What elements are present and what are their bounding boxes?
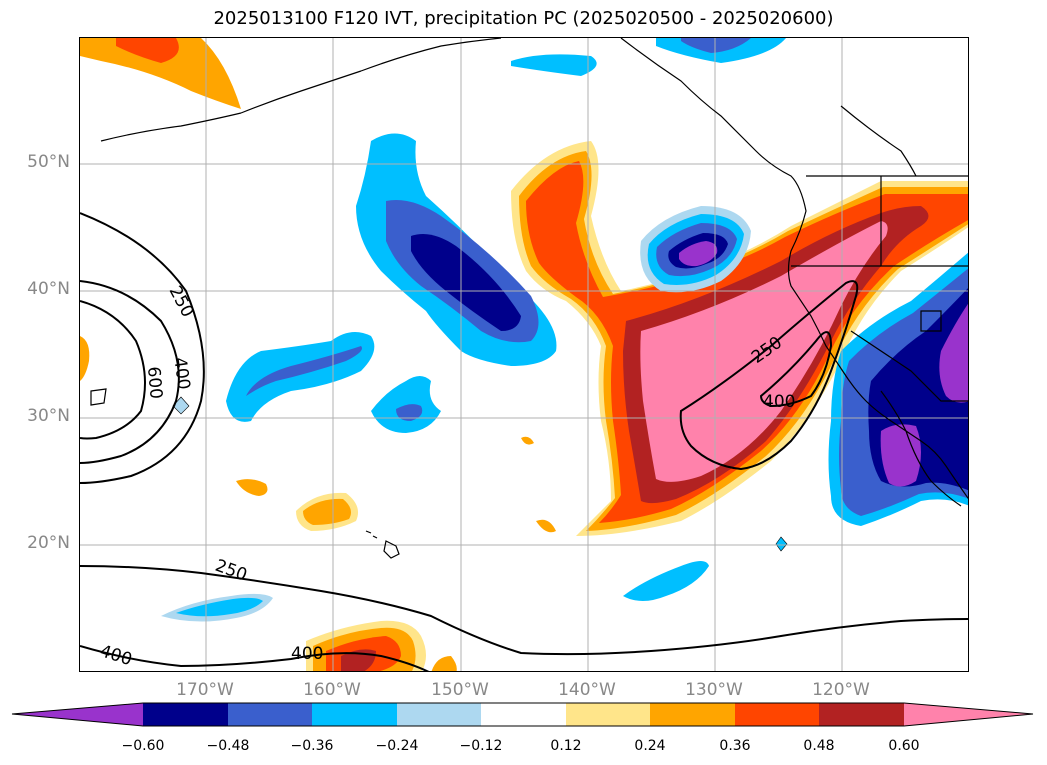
fill-small-orange-2 [236,479,268,496]
aleutian-islands [100,112,242,142]
coastlines [90,38,968,559]
colorbar-tick-9: 0.48 [803,738,835,754]
state-box [920,310,942,332]
fill-east-purple-2 [939,303,968,403]
contour-label-400-south-left: 400 [97,641,134,670]
colorbar-extend-max [904,703,1033,726]
colorbar-tick-2: −0.48 [206,738,250,754]
alaska-peninsula [240,70,362,114]
alaska-coast [360,38,502,72]
fill-west-band-dark [411,233,521,331]
colorbar-extend-min [12,703,143,726]
colorbar-tick-5: −0.12 [459,738,503,754]
fill-small-orange-3 [536,519,556,533]
canada-interior-line [840,105,917,177]
colorbar-bin-5 [481,703,566,726]
colorbar-bin-6 [566,703,651,726]
fill-small-orange-1 [303,498,351,525]
colorbar-tick-1: −0.60 [121,738,165,754]
contour-400-ar [759,331,833,408]
contour-label-600-west: 600 [143,366,166,400]
contour-400-west [80,280,180,464]
fill-hook-east-light [371,376,441,433]
fill-small-orange-4 [521,436,534,445]
contour-250-ar [679,280,859,471]
colorbar-tick-10: 0.60 [888,738,920,754]
lat-label-40n: 40°N [27,279,70,299]
colorbar-bin-3 [312,703,397,726]
contour-label-250-west: 250 [165,283,198,321]
fill-small-blue-2 [176,597,263,617]
lon-label-140w: 140°W [558,680,616,700]
colorbar-tick-8: 0.36 [719,738,751,754]
map-panel: 250 400 600 250 400 250 400 400 [79,37,969,672]
colorbar-bin-9 [819,703,904,726]
fill-east-purple [880,424,921,487]
contour-250-south [80,565,968,656]
contour-label-400-west: 400 [169,356,193,391]
colorbar-bin-7 [650,703,735,726]
colorbar-tick-3: −0.36 [290,738,334,754]
lon-label-120w: 120°W [812,680,870,700]
fill-topleft-red [116,38,179,63]
lon-label-150w: 150°W [431,680,489,700]
graticule [80,38,968,671]
contour-250-west [80,212,205,484]
contour-400-south [80,645,430,671]
colorbar-tick-7: 0.24 [634,738,666,754]
map-title: 2025013100 F120 IVT, precipitation PC (2… [213,8,834,29]
colorbar-outline [11,702,1034,727]
colorbar-tick-4: −0.24 [375,738,419,754]
colorbar-bin-2 [228,703,313,726]
left-island [90,388,107,406]
fill-top-blue-dark [681,38,751,53]
lon-label-170w: 170°W [176,680,234,700]
precip-fills [80,38,968,671]
colorbar-bin-4 [397,703,482,726]
fill-hook-east-mid [396,404,423,421]
ivt-contours [80,212,968,671]
map-canvas: 250 400 600 250 400 250 400 400 [80,38,968,671]
us-mexico-border [850,330,968,402]
colorbar-tick-6: 0.12 [550,738,582,754]
fill-left-orange [80,336,90,381]
fill-small-blue-3 [623,561,709,601]
hawaii-islands [383,540,400,559]
lat-label-50n: 50°N [27,152,70,172]
fill-bottom-orange-2 [431,656,457,671]
fill-top-small-blue [511,54,597,76]
colorbar [11,702,1034,727]
baja-peninsula [880,390,962,507]
fill-small-diamond [172,396,190,415]
fill-hook-west-light [226,332,375,422]
hawaii-small-islands [365,530,378,539]
colorbar-bin-8 [735,703,820,726]
contour-label-250-south: 250 [212,556,249,586]
contour-600-west [80,300,146,440]
fill-small-diamond-2 [775,536,788,552]
contour-label-400-ar: 400 [763,392,795,412]
fill-topleft-orange [80,38,241,109]
lon-label-160w: 160°W [303,680,361,700]
lat-label-20n: 20°N [27,533,70,553]
lat-label-30n: 30°N [27,406,70,426]
lon-label-130w: 130°W [685,680,743,700]
fill-blob-purple [679,241,718,267]
colorbar-bin-1 [143,703,228,726]
contour-label-400-south-mid: 400 [291,644,323,664]
